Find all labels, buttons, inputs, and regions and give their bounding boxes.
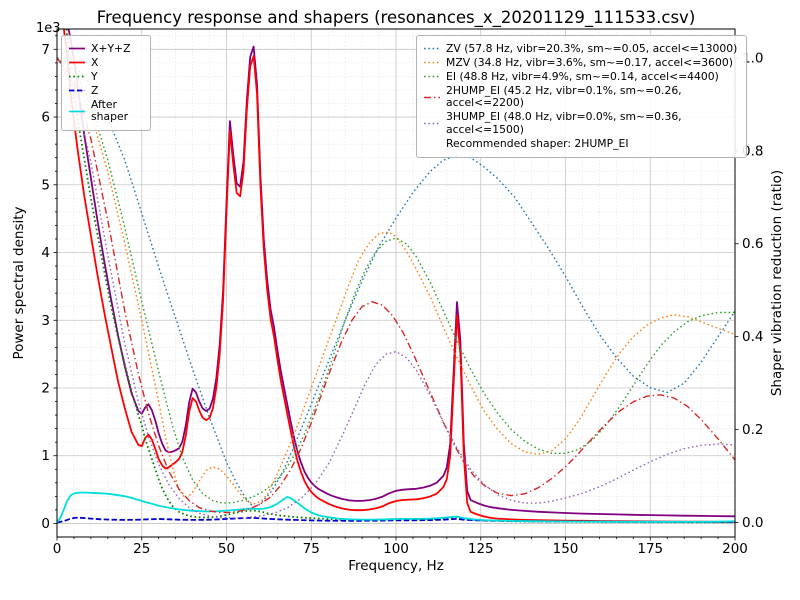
legend-line-sample (424, 62, 440, 64)
tick-marks (53, 35, 739, 541)
legend-entry-2hump-ei: 2HUMP_EI (45.2 Hz, vibr=0.1%, sm~=0.26, … (423, 83, 740, 110)
y-axis-label-right: Shaper vibration reduction (ratio) (769, 169, 785, 397)
series-shaper-zv (57, 57, 735, 507)
svg-text:175: 175 (637, 541, 663, 557)
x-axis-label: Frequency, Hz (348, 558, 444, 574)
legend-psd: X+Y+Z X Y Z After shaper (61, 35, 151, 131)
legend-entry-3hump-ei: 3HUMP_EI (48.0 Hz, vibr=0.0%, sm~=0.36, … (423, 110, 740, 136)
legend-entry-y: Y (68, 69, 144, 84)
svg-text:5: 5 (41, 177, 50, 193)
legend-label: EI (48.8 Hz, vibr=4.9%, sm~=0.14, accel<… (446, 69, 719, 83)
legend-label: 2HUMP_EI (45.2 Hz, vibr=0.1%, sm~=0.26, … (446, 83, 682, 109)
legend-line-sample (69, 75, 85, 78)
svg-text:200: 200 (722, 541, 748, 557)
y-axis-multiplier: 1e3 (36, 21, 61, 36)
legend-line-sample (424, 122, 440, 125)
legend-label: X+Y+Z (91, 41, 131, 55)
legend-entry-z: Z (68, 83, 144, 98)
svg-text:75: 75 (303, 541, 320, 557)
legend-label: X (91, 55, 99, 69)
svg-text:50: 50 (218, 541, 235, 557)
legend-entry-recommended: Recommended shaper: 2HUMP_EI (423, 136, 740, 151)
svg-text:1.0: 1.0 (742, 50, 763, 66)
grid-minor (57, 29, 735, 537)
svg-text:0.6: 0.6 (742, 236, 763, 252)
svg-text:0.2: 0.2 (742, 422, 763, 438)
svg-text:0.0: 0.0 (742, 515, 763, 531)
legend-entry-after-shaper: After shaper (68, 97, 144, 124)
svg-text:0: 0 (41, 516, 50, 532)
legend-entry-x: X (68, 55, 144, 70)
svg-text:7: 7 (41, 42, 50, 58)
legend-label: Z (91, 83, 99, 97)
svg-text:25: 25 (133, 541, 150, 557)
legend-entry-xyz: X+Y+Z (68, 41, 144, 56)
svg-text:2: 2 (41, 380, 50, 396)
legend-entry-zv: ZV (57.8 Hz, vibr=20.3%, sm~=0.05, accel… (423, 41, 740, 56)
chart-title: Frequency response and shapers (resonanc… (96, 8, 696, 27)
legend-label: 3HUMP_EI (48.0 Hz, vibr=0.0%, sm~=0.36, … (446, 110, 682, 136)
svg-text:4: 4 (41, 245, 50, 261)
svg-text:1: 1 (41, 448, 50, 464)
legend-label: ZV (57.8 Hz, vibr=20.3%, sm~=0.05, accel… (446, 41, 738, 55)
series-lines (57, 29, 735, 524)
y-axis-label-left: Power spectral density (11, 206, 27, 360)
legend-label: Y (91, 69, 98, 83)
series-shaper-2hump-ei (57, 57, 735, 514)
series-shaper-3hump-ei (57, 57, 735, 519)
svg-text:150: 150 (553, 541, 579, 557)
series-psd-z (57, 516, 735, 524)
legend-label: MZV (34.8 Hz, vibr=3.6%, sm~=0.17, accel… (446, 55, 733, 69)
svg-text:0.8: 0.8 (742, 143, 763, 159)
legend-line-sample (69, 89, 85, 92)
svg-text:6: 6 (41, 110, 50, 126)
series-psd-xyz (67, 29, 735, 518)
series-psd-y (65, 29, 735, 524)
svg-text:0.4: 0.4 (742, 329, 763, 345)
legend-line-sample (69, 110, 85, 112)
legend-line-sample (424, 96, 440, 98)
legend-shapers: ZV (57.8 Hz, vibr=20.3%, sm~=0.05, accel… (416, 35, 747, 158)
legend-label: After shaper (91, 97, 129, 123)
legend-entry-ei: EI (48.8 Hz, vibr=4.9%, sm~=0.14, accel<… (423, 69, 740, 84)
legend-entry-mzv: MZV (34.8 Hz, vibr=3.6%, sm~=0.17, accel… (423, 55, 740, 70)
svg-text:125: 125 (468, 541, 494, 557)
tick-labels: 0 25 50 75 100 125 150 175 200 0 1 2 3 4 5 6 7 0.0 0.2 0.4 0… (41, 42, 763, 557)
legend-line-sample (69, 61, 85, 64)
series-psd-x (63, 29, 735, 523)
svg-text:100: 100 (383, 541, 409, 557)
svg-text:0: 0 (53, 541, 62, 557)
series-psd-after-shaper (57, 491, 735, 524)
legend-line-sample (424, 48, 440, 50)
recommended-shaper-text: Recommended shaper: 2HUMP_EI (446, 136, 629, 150)
legend-line-sample (424, 76, 440, 78)
svg-text:3: 3 (41, 313, 50, 329)
legend-line-sample (69, 47, 85, 50)
